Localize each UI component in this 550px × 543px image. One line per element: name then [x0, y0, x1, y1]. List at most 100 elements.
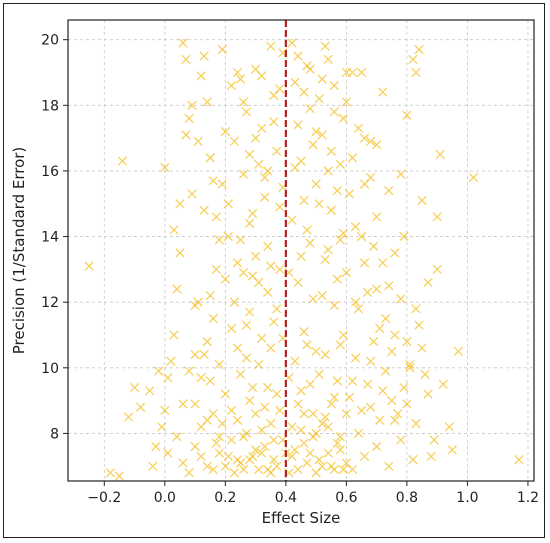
data-point-224 — [399, 382, 409, 393]
data-point-53 — [293, 120, 303, 130]
data-point-283 — [232, 455, 243, 465]
data-point-26 — [205, 153, 215, 163]
data-point-215 — [344, 392, 355, 402]
x-tick-label-3: 0.4 — [275, 490, 297, 506]
data-point-308 — [347, 67, 358, 78]
data-point-202 — [266, 343, 276, 353]
data-point-318 — [411, 304, 421, 314]
data-point-145 — [238, 464, 249, 475]
data-point-55 — [299, 195, 309, 206]
data-point-259 — [181, 130, 191, 140]
data-point-227 — [229, 297, 240, 307]
data-point-261 — [169, 330, 179, 340]
data-point-221 — [381, 366, 391, 376]
data-point-249 — [362, 287, 373, 297]
data-point-87 — [435, 149, 445, 160]
data-point-78 — [390, 248, 400, 258]
data-point-157 — [317, 418, 327, 429]
data-point-234 — [272, 304, 282, 314]
data-point-79 — [396, 169, 406, 179]
y-axis-ticks: 8 10 12 14 16 18 20 — [41, 33, 68, 442]
data-point-184 — [302, 458, 312, 468]
data-point-285 — [220, 461, 231, 471]
y-tick-label-3: 14 — [41, 230, 59, 246]
data-point-19 — [184, 113, 194, 124]
data-point-118 — [269, 317, 279, 327]
data-point-139 — [202, 461, 212, 471]
data-point-75 — [371, 140, 382, 150]
data-point-290 — [190, 399, 200, 409]
data-point-86 — [432, 212, 442, 222]
data-point-34 — [229, 136, 240, 147]
x-tick-label-2: 0.2 — [214, 490, 236, 506]
data-point-301 — [305, 64, 315, 74]
data-point-0 — [84, 261, 94, 271]
data-point-288 — [202, 415, 212, 425]
data-point-80 — [402, 110, 412, 120]
data-point-292 — [238, 97, 249, 107]
data-point-95 — [432, 264, 442, 275]
data-point-239 — [302, 225, 312, 235]
x-tick-label-7: 1.2 — [517, 490, 539, 506]
data-point-151 — [275, 405, 285, 416]
data-point-257 — [193, 136, 203, 147]
data-point-117 — [275, 264, 285, 275]
data-point-297 — [263, 166, 273, 176]
data-point-321 — [429, 435, 439, 445]
data-point-81 — [408, 54, 418, 65]
data-point-220 — [375, 415, 385, 425]
data-point-12 — [166, 356, 176, 366]
data-point-113 — [305, 238, 315, 248]
data-point-278 — [263, 464, 273, 475]
data-point-77 — [384, 185, 394, 196]
data-point-172 — [408, 455, 418, 465]
data-point-320 — [423, 389, 433, 399]
data-point-191 — [223, 451, 234, 462]
data-point-195 — [205, 376, 215, 386]
data-point-142 — [220, 389, 231, 399]
data-point-171 — [402, 399, 412, 409]
data-point-190 — [338, 464, 349, 475]
data-point-311 — [365, 136, 376, 147]
data-point-7 — [145, 386, 155, 396]
data-point-58 — [308, 140, 318, 150]
data-point-20 — [187, 189, 197, 199]
x-tick-label-1: 0.0 — [154, 490, 176, 506]
y-tick-label-1: 10 — [41, 361, 59, 377]
data-point-163 — [353, 428, 364, 439]
data-point-253 — [217, 179, 227, 189]
data-point-287 — [208, 464, 218, 475]
data-point-43 — [257, 123, 267, 133]
data-point-133 — [178, 399, 188, 409]
data-point-254 — [211, 264, 221, 275]
data-point-197 — [235, 369, 246, 380]
data-point-59 — [311, 179, 321, 189]
data-point-72 — [356, 67, 367, 78]
data-point-108 — [335, 340, 345, 350]
data-point-218 — [362, 379, 373, 389]
data-point-177 — [260, 441, 270, 452]
data-point-270 — [305, 448, 315, 458]
data-point-279 — [257, 448, 267, 458]
data-point-192 — [229, 468, 240, 478]
data-point-212 — [326, 399, 336, 409]
data-point-317 — [405, 363, 415, 373]
x-axis-label: Effect Size — [262, 509, 341, 527]
data-point-165 — [365, 402, 376, 412]
data-point-71 — [350, 222, 361, 232]
data-point-70 — [347, 153, 358, 163]
data-point-169 — [390, 415, 400, 425]
data-point-132 — [184, 366, 194, 376]
data-point-101 — [381, 313, 391, 324]
data-point-122 — [244, 307, 255, 317]
data-point-312 — [371, 212, 382, 222]
data-point-6 — [135, 402, 146, 412]
data-point-9 — [154, 366, 164, 376]
data-point-196 — [199, 350, 209, 360]
data-point-182 — [290, 445, 300, 455]
data-point-82 — [411, 67, 421, 78]
data-point-268 — [293, 464, 303, 475]
data-point-198 — [241, 353, 252, 363]
data-point-207 — [296, 386, 306, 396]
data-point-114 — [299, 327, 309, 337]
